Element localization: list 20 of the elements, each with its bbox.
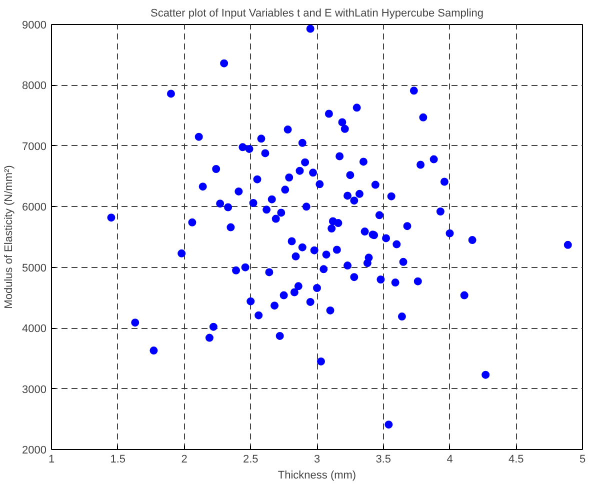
y-tick-label: 3000: [22, 384, 47, 396]
x-tick-label: 2: [181, 454, 188, 466]
y-tick-label: 2000: [22, 444, 47, 456]
x-tick-label: 1.5: [110, 454, 126, 466]
y-tick-label: 7000: [22, 140, 47, 153]
y-tick-label: 4000: [22, 323, 47, 336]
chart-title: Scatter plot of Input Variables t and E withLatin Hypercube Sampling: [150, 8, 484, 20]
y-tick-label: 5000: [22, 262, 47, 274]
x-tick-label: 4.5: [508, 454, 524, 466]
x-tick-label: 5: [579, 454, 586, 466]
x-tick-label: 2.5: [242, 454, 258, 466]
x-tick-label: 4: [446, 454, 453, 466]
x-tick-label: 3: [314, 454, 320, 466]
y-tick-label: 9000: [22, 20, 47, 32]
y-tick-label: 8000: [22, 80, 47, 92]
y-tick-label: 6000: [22, 202, 47, 214]
x-axis-title: Thickness (mm): [278, 470, 356, 482]
y-axis-title: Modulus of Elasticity (N/mm²): [3, 165, 16, 309]
x-tick-label: 1: [48, 454, 55, 466]
x-tick-label: 3.5: [376, 454, 392, 466]
